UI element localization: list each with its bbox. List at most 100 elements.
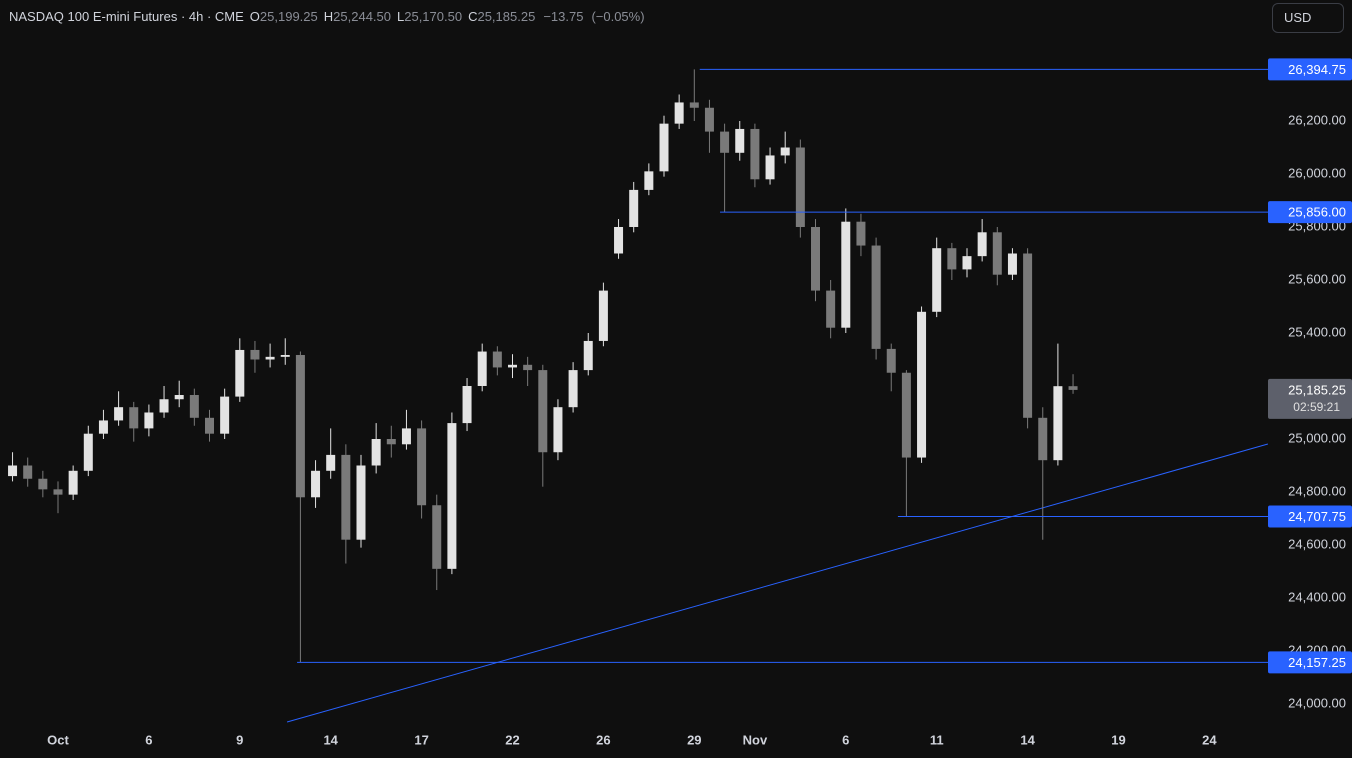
candle-body: [750, 128, 760, 180]
candle-body: [629, 189, 639, 227]
level-label-box: [1268, 651, 1352, 674]
candle-body: [417, 428, 427, 506]
level-label: 26,394.75: [1288, 62, 1346, 77]
candle-body: [68, 470, 78, 495]
currency-button[interactable]: USD: [1272, 3, 1344, 33]
x-tick-label: 24: [1202, 732, 1217, 747]
candle-body: [371, 438, 381, 466]
candle-body: [356, 465, 366, 540]
candle-body: [598, 290, 608, 341]
candle-body: [174, 395, 184, 400]
last-price-box: [1268, 378, 1352, 419]
last-price-label: 25,185.25: [1288, 382, 1346, 397]
ohlc-key: L: [397, 9, 405, 24]
candle-body: [1023, 253, 1033, 418]
candle-body: [189, 395, 199, 418]
y-tick-label: 25,400.00: [1288, 324, 1346, 339]
x-tick-label: 6: [145, 732, 152, 747]
candle-body: [689, 102, 699, 108]
y-tick-label: 24,600.00: [1288, 536, 1346, 551]
candle-body: [1007, 253, 1017, 275]
level-label: 24,707.75: [1288, 509, 1346, 524]
candle-body: [614, 226, 624, 254]
candle-body: [826, 290, 836, 328]
candle-body: [568, 370, 578, 408]
level-label: 25,856.00: [1288, 205, 1346, 220]
candle-body: [280, 354, 290, 357]
candle-body: [523, 364, 533, 371]
ohlc-value: 25,185.25: [477, 9, 536, 24]
x-tick-label: Nov: [743, 732, 768, 747]
y-tick-label: 25,600.00: [1288, 271, 1346, 286]
y-tick-label: 24,000.00: [1288, 695, 1346, 710]
candle-body: [204, 417, 214, 434]
candle-body: [98, 420, 108, 434]
candle-body: [674, 102, 684, 124]
candle-body: [250, 349, 260, 360]
candle-body: [38, 478, 48, 490]
x-tick-label: 19: [1111, 732, 1125, 747]
candle-body: [432, 505, 442, 569]
candle-body: [780, 147, 790, 156]
candle-body: [220, 396, 230, 434]
y-tick-label: 26,200.00: [1288, 112, 1346, 127]
candle-body: [765, 155, 775, 180]
y-tick-label: 26,000.00: [1288, 165, 1346, 180]
candle-body: [886, 348, 896, 373]
candle-body: [114, 407, 124, 421]
candle-body: [1053, 386, 1063, 461]
y-tick-label: 24,800.00: [1288, 483, 1346, 498]
candle-body: [83, 433, 93, 471]
candle-body: [583, 340, 593, 371]
candle-body: [553, 407, 563, 453]
x-tick-label: 14: [1020, 732, 1035, 747]
candle-body: [932, 248, 942, 312]
x-tick-label: Oct: [47, 732, 69, 747]
candle-body: [841, 221, 851, 328]
candle-body: [917, 311, 927, 458]
candle-body: [462, 385, 472, 424]
ohlc-value: 25,244.50: [333, 9, 391, 24]
trendline: [286, 443, 1269, 723]
x-tick-label: 9: [236, 732, 243, 747]
candle-body: [295, 354, 305, 498]
level-label-box: [1268, 505, 1352, 528]
y-tick-label: 24,400.00: [1288, 589, 1346, 604]
candle-body: [53, 489, 63, 495]
x-tick-label: 17: [414, 732, 428, 747]
x-tick-label: 22: [505, 732, 519, 747]
candle-body: [492, 351, 502, 368]
candle-body: [386, 438, 396, 445]
candle-body: [947, 248, 957, 270]
candle-body: [992, 232, 1002, 275]
candle-body: [538, 370, 548, 453]
candle-body: [856, 221, 866, 246]
x-tick-label: 26: [596, 732, 610, 747]
level-label-box: [1268, 201, 1352, 224]
candle-body: [326, 454, 336, 471]
ohlc-value: 25,170.50: [404, 9, 463, 24]
change-pct: (−0.05%): [591, 9, 645, 24]
candle-body: [901, 372, 911, 458]
candle-body: [507, 364, 517, 368]
candle-body: [341, 454, 351, 540]
candle-body: [311, 470, 321, 498]
countdown: 02:59:21: [1293, 400, 1340, 414]
ohlc-key: O: [249, 9, 260, 24]
x-tick-label: 6: [842, 732, 849, 747]
candle-body: [144, 412, 154, 429]
candle-body: [962, 256, 972, 270]
candle-body: [265, 356, 275, 360]
candle-body: [795, 147, 805, 227]
candle-body: [159, 399, 169, 413]
ohlc-key: C: [468, 9, 478, 24]
chart-title: NASDAQ 100 E-mini Futures · 4h · CME: [9, 9, 244, 24]
candle-body: [977, 232, 987, 257]
ohlc-value: 25,199.25: [259, 9, 318, 24]
candle-body: [8, 465, 18, 477]
candle-body: [871, 245, 881, 349]
candle-body: [235, 349, 245, 397]
candle-body: [720, 131, 730, 153]
